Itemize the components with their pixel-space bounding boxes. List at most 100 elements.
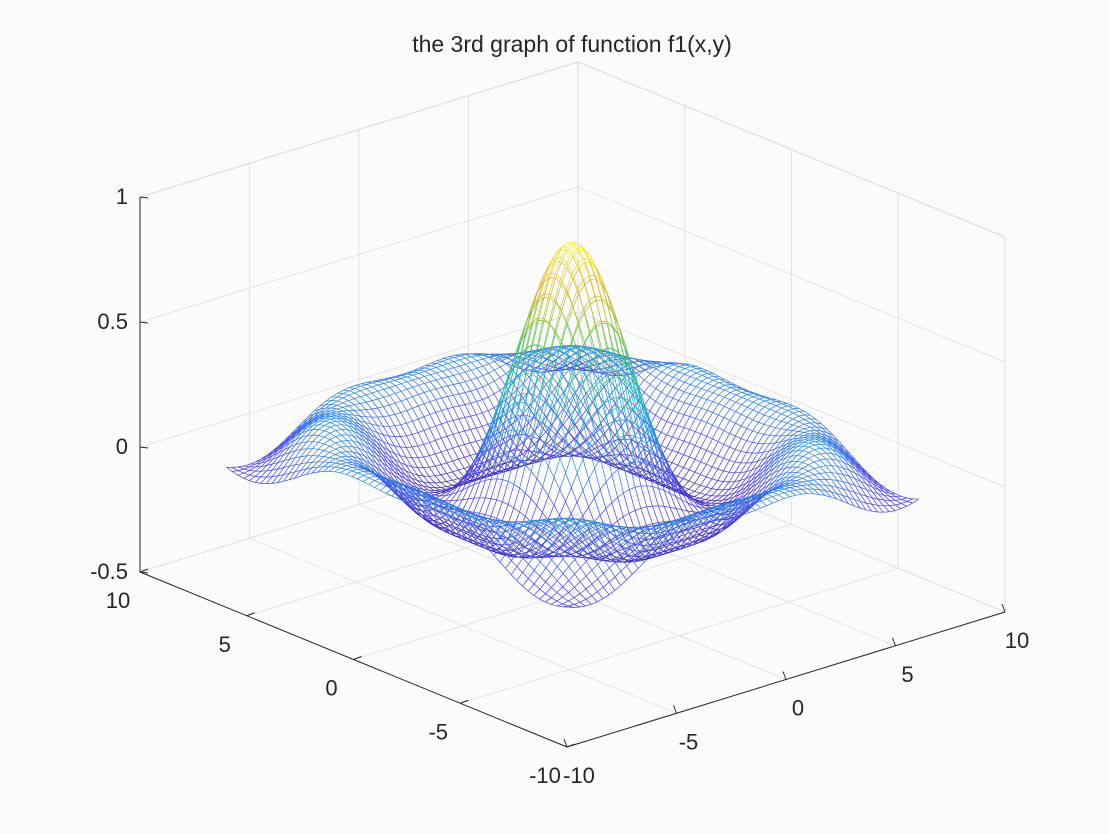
mesh-line bbox=[796, 481, 803, 484]
mesh-line bbox=[661, 525, 668, 530]
mesh-line bbox=[572, 278, 580, 295]
mesh-line bbox=[575, 352, 582, 358]
mesh-line bbox=[597, 451, 604, 458]
mesh-line bbox=[334, 456, 342, 460]
mesh-line bbox=[400, 422, 407, 426]
mesh-line bbox=[488, 353, 495, 357]
mesh-line bbox=[762, 467, 769, 477]
mesh-line bbox=[792, 408, 799, 412]
mesh-line bbox=[854, 492, 861, 495]
mesh-line bbox=[598, 531, 605, 537]
mesh-line bbox=[493, 389, 501, 395]
mesh-line bbox=[602, 460, 609, 463]
mesh-line bbox=[631, 452, 639, 458]
mesh-line bbox=[522, 537, 530, 545]
mesh-line bbox=[340, 465, 347, 469]
mesh-line bbox=[849, 469, 856, 474]
mesh-line bbox=[826, 435, 834, 441]
mesh-line bbox=[774, 435, 782, 444]
mesh-line bbox=[655, 414, 662, 419]
mesh-line bbox=[538, 397, 545, 403]
mesh-line bbox=[764, 406, 771, 410]
mesh-line bbox=[243, 466, 250, 470]
mesh-line bbox=[620, 441, 627, 448]
mesh-line bbox=[798, 423, 805, 428]
mesh-line bbox=[448, 357, 455, 360]
mesh-line bbox=[343, 390, 350, 394]
mesh-line bbox=[637, 444, 644, 450]
mesh-line bbox=[712, 412, 719, 416]
mesh-line bbox=[872, 480, 879, 487]
mesh-line bbox=[523, 521, 530, 524]
mesh-line bbox=[555, 361, 563, 373]
mesh-line bbox=[353, 435, 360, 439]
mesh-line bbox=[531, 318, 538, 346]
mesh-line bbox=[793, 405, 800, 409]
mesh-line bbox=[599, 372, 606, 375]
mesh-line bbox=[436, 358, 443, 362]
mesh-line bbox=[660, 434, 668, 446]
mesh-line bbox=[535, 532, 542, 538]
mesh-line bbox=[580, 384, 587, 394]
mesh-line bbox=[335, 429, 342, 431]
mesh-line bbox=[707, 385, 714, 391]
mesh-line bbox=[837, 455, 844, 463]
mesh-line bbox=[577, 279, 584, 290]
mesh-line bbox=[533, 575, 541, 585]
mesh-line bbox=[482, 375, 489, 385]
mesh-line bbox=[453, 359, 460, 363]
mesh-line bbox=[790, 487, 797, 491]
mesh-line bbox=[620, 579, 627, 586]
mesh-line bbox=[747, 394, 754, 398]
mesh-line bbox=[689, 416, 696, 419]
mesh-line bbox=[580, 357, 588, 365]
mesh-line bbox=[773, 474, 780, 483]
mesh-line bbox=[471, 515, 478, 518]
mesh-line bbox=[641, 403, 649, 424]
mesh-line bbox=[439, 492, 446, 497]
mesh-line bbox=[706, 438, 713, 451]
mesh-line bbox=[562, 451, 569, 455]
mesh-line bbox=[593, 371, 600, 373]
mesh-line bbox=[542, 294, 550, 319]
mesh-line bbox=[412, 372, 420, 376]
mesh-line bbox=[877, 493, 885, 501]
mesh-line bbox=[612, 325, 619, 335]
mesh-line bbox=[421, 514, 428, 517]
mesh-line bbox=[547, 354, 554, 360]
mesh-line bbox=[699, 499, 706, 502]
mesh-line bbox=[588, 396, 596, 410]
mesh-line bbox=[553, 489, 561, 506]
mesh-line bbox=[255, 466, 262, 472]
mesh-line bbox=[825, 490, 832, 493]
mesh-line bbox=[680, 543, 687, 547]
mesh-line bbox=[724, 392, 731, 398]
mesh-line bbox=[465, 379, 472, 382]
mesh-line bbox=[763, 460, 770, 465]
mesh-line bbox=[579, 575, 587, 582]
mesh-line bbox=[608, 454, 615, 456]
mesh-line bbox=[529, 550, 536, 555]
mesh-line bbox=[803, 442, 810, 444]
mesh-line bbox=[551, 392, 558, 401]
mesh-line bbox=[568, 450, 575, 455]
mesh-line bbox=[709, 530, 716, 534]
mesh-line bbox=[424, 381, 431, 384]
mesh-line bbox=[667, 367, 674, 371]
mesh-line bbox=[693, 505, 700, 513]
mesh-line bbox=[464, 415, 471, 418]
mesh-line bbox=[678, 374, 685, 381]
mesh-line bbox=[733, 514, 740, 519]
mesh-line bbox=[695, 378, 702, 382]
mesh-line bbox=[733, 497, 740, 501]
mesh-line bbox=[545, 416, 552, 425]
mesh-line bbox=[906, 502, 913, 507]
mesh-line bbox=[597, 573, 604, 580]
mesh-line bbox=[515, 372, 522, 379]
mesh-line bbox=[815, 426, 822, 428]
mesh-line bbox=[672, 376, 679, 381]
mesh-line bbox=[779, 457, 786, 461]
mesh-line bbox=[718, 427, 725, 431]
mesh-line bbox=[430, 379, 437, 382]
